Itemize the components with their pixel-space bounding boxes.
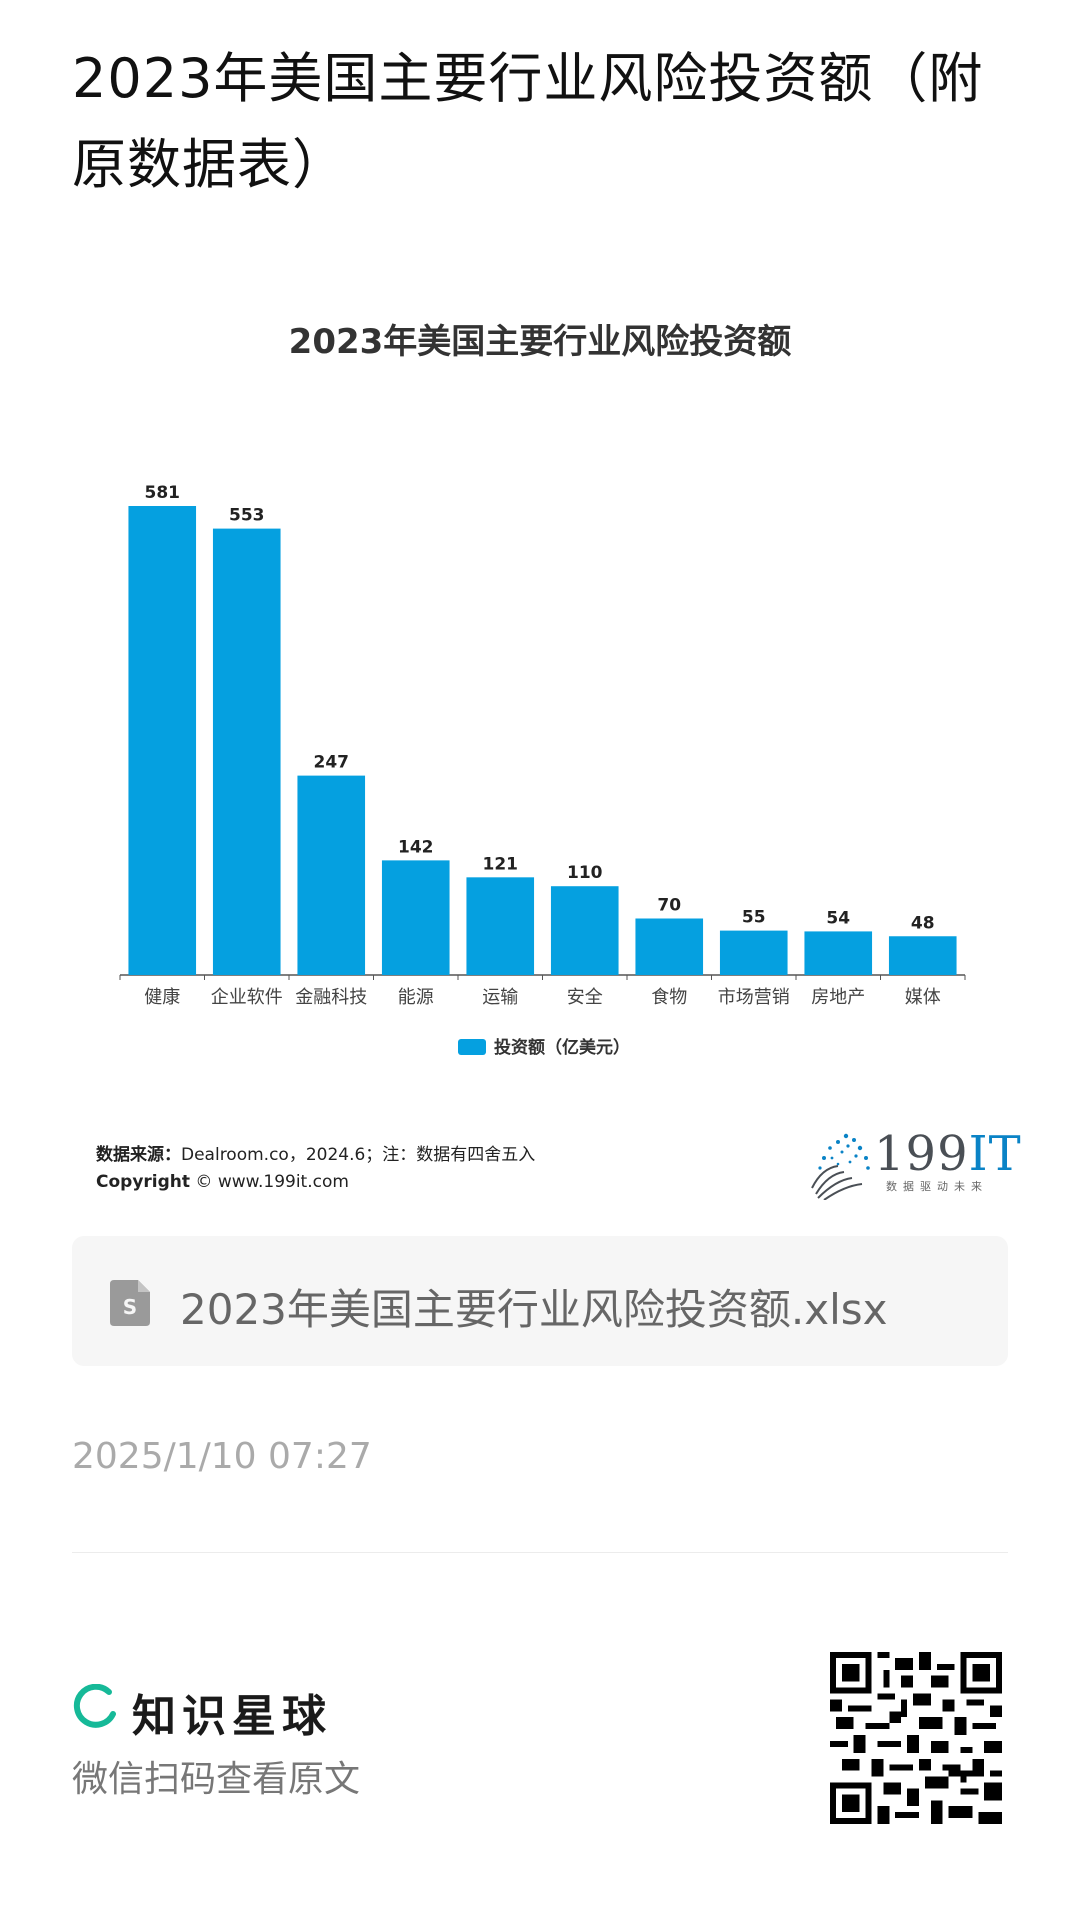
attachment-card[interactable]: S 2023年美国主要行业风险投资额.xlsx	[72, 1236, 1008, 1366]
x-tick-label: 能源	[398, 987, 434, 1008]
bar	[719, 930, 788, 975]
bar	[635, 918, 704, 975]
bar	[381, 860, 450, 975]
copyright-line: Copyright © www.199it.com	[96, 1172, 349, 1192]
x-tick-label: 房地产	[811, 987, 865, 1008]
bar-value-label: 581	[145, 483, 181, 503]
x-tick-label: 安全	[567, 987, 603, 1008]
bar	[128, 506, 197, 975]
x-tick-label: 运输	[482, 987, 518, 1008]
bar-value-label: 48	[911, 913, 935, 933]
zsxq-logo-icon	[73, 1684, 116, 1728]
qr-code	[830, 1652, 1002, 1824]
bar	[888, 936, 957, 975]
bar-value-label: 54	[826, 908, 850, 928]
bar	[466, 877, 535, 975]
logo-num: 199	[874, 1126, 969, 1182]
svg-text:S: S	[123, 1295, 137, 1319]
page-title: 2023年美国主要行业风险投资额（附原数据表）	[72, 47, 984, 196]
logo-it: IT	[968, 1126, 1022, 1182]
bar	[804, 931, 873, 975]
x-tick-label: 企业软件	[211, 987, 283, 1008]
bar	[550, 886, 619, 975]
bar-value-label: 55	[742, 908, 766, 928]
source-line: 数据来源：Dealroom.co，2024.6；注：数据有四舍五入	[96, 1140, 535, 1165]
bar-value-label: 110	[567, 863, 603, 883]
bar-value-label: 142	[398, 837, 434, 857]
bar	[297, 775, 366, 975]
source-label: 数据来源：	[96, 1145, 181, 1165]
scan-tagline: 微信扫码查看原文	[72, 1759, 361, 1800]
x-tick-label: 媒体	[905, 987, 941, 1008]
file-name: 2023年美国主要行业风险投资额.xlsx	[180, 1285, 888, 1334]
legend-swatch	[458, 1039, 486, 1055]
bar-value-label: 553	[229, 506, 265, 526]
x-tick-label: 健康	[144, 987, 180, 1008]
legend-label: 投资额（亿美元）	[494, 1037, 630, 1058]
bar-value-label: 247	[314, 753, 350, 773]
199it-logo: 199IT 数据驱动未来	[808, 1126, 1021, 1200]
chart-card: 2023年美国主要行业风险投资额 581 健康 553 企业软件 247 金融科技 142 能…	[72, 290, 1008, 1210]
bar-value-label: 121	[483, 854, 519, 874]
brand-name: 知识星球	[132, 1691, 332, 1742]
bar-chart: 581 健康 553 企业软件 247 金融科技 142 能源 121 运输 110 安全 70 食物 55…	[119, 483, 966, 1058]
source-text: Dealroom.co，2024.6；注：数据有四舍五入	[181, 1145, 536, 1165]
dandelion-logo-icon	[811, 1133, 870, 1200]
x-tick-label: 食物	[651, 987, 687, 1008]
x-tick-label: 市场营销	[718, 987, 790, 1008]
copyright-label: Copyright	[96, 1172, 191, 1192]
publish-timestamp: 2025/1/10 07:27	[72, 1436, 372, 1477]
chart-title: 2023年美国主要行业风险投资额	[288, 322, 792, 362]
spreadsheet-file-icon: S	[110, 1280, 150, 1326]
bar-value-label: 70	[657, 895, 681, 915]
x-tick-label: 金融科技	[295, 987, 367, 1008]
logo-wordmark: 199IT	[874, 1126, 1022, 1182]
logo-subtitle: 数据驱动未来	[886, 1180, 988, 1193]
bar	[212, 528, 281, 975]
copyright-text: © www.199it.com	[195, 1172, 349, 1192]
divider	[72, 1552, 1008, 1553]
